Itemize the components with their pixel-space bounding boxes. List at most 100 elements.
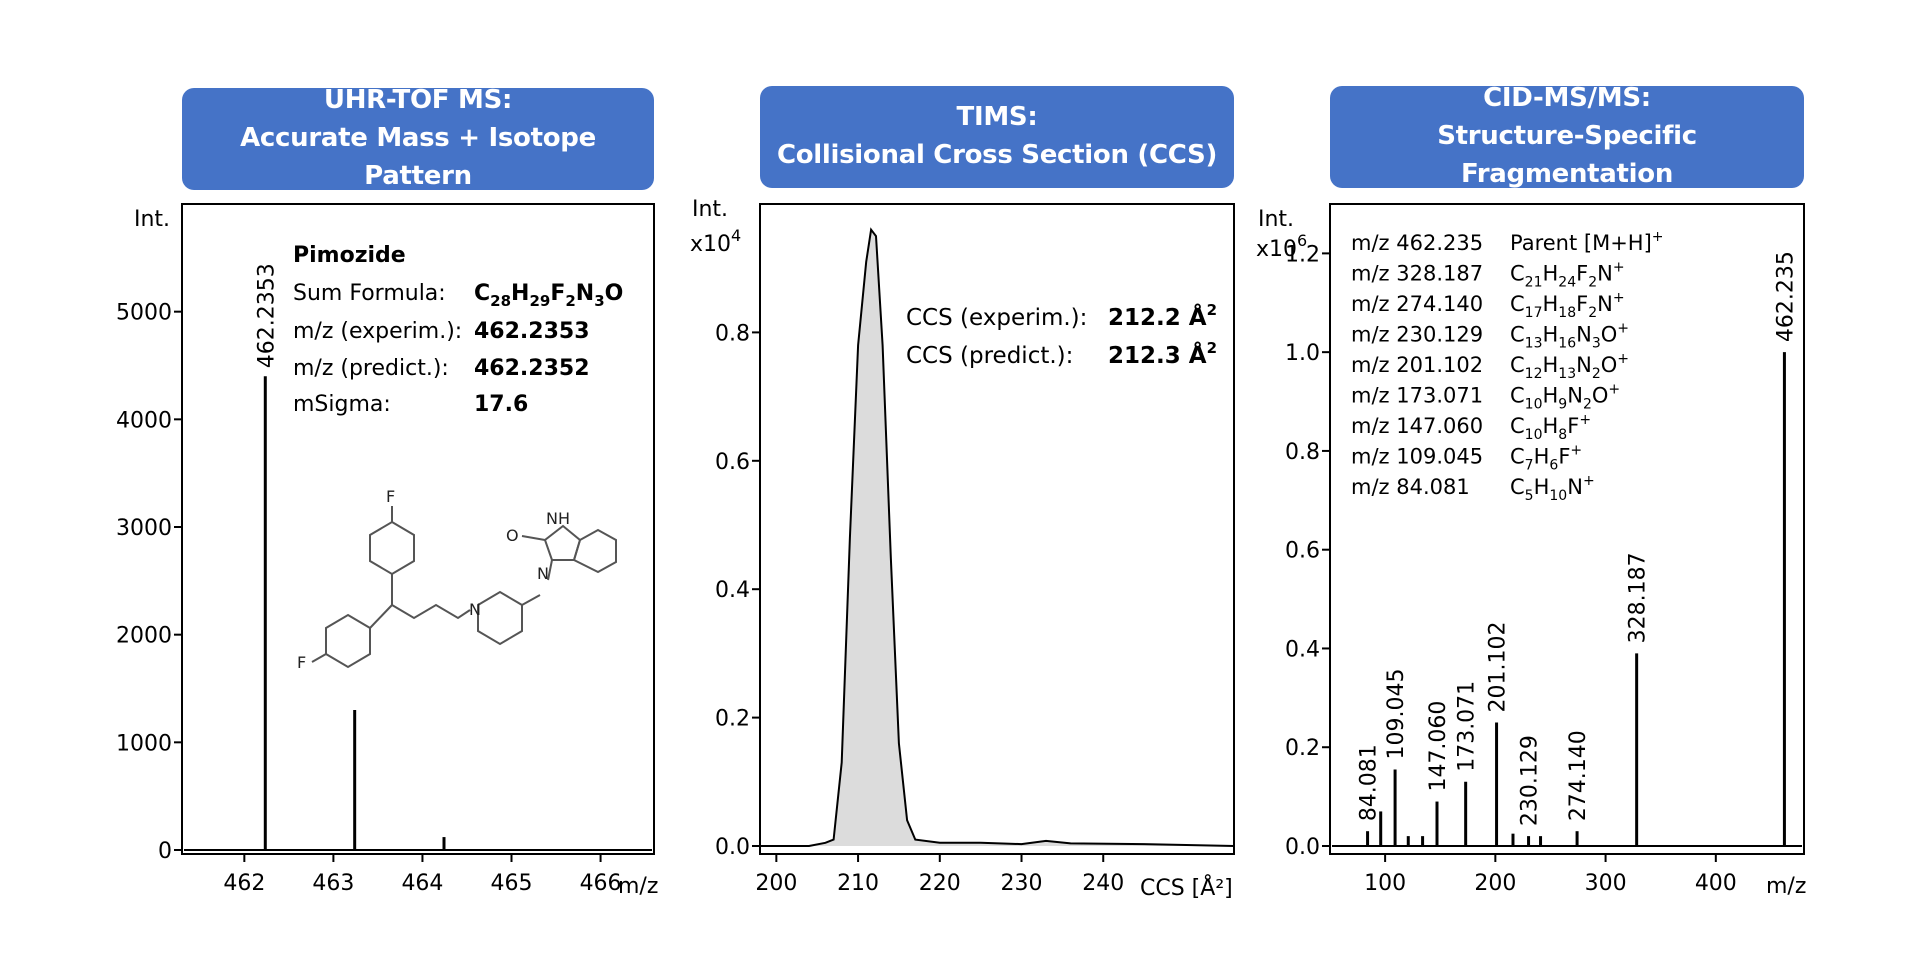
bond: [369, 604, 393, 629]
ccs-distribution-area: [760, 229, 1234, 846]
ccs-value: 212.3 Å: [1108, 341, 1207, 369]
imidazolone-ring: [543, 524, 582, 561]
peak-label: 173.071: [1455, 681, 1480, 772]
superscript: +: [1579, 412, 1591, 428]
formula-part: H: [1543, 323, 1559, 347]
formula-part: N: [576, 281, 594, 306]
y-tick-label: 1000: [116, 731, 172, 756]
y-tick-label: 0.6: [715, 450, 750, 475]
info-label-mz-predict: m/z (predict.):: [293, 356, 449, 381]
x-tick-label: 100: [1364, 871, 1406, 896]
formula-part: C: [1510, 323, 1525, 347]
ccs-distribution-line: [760, 227, 1235, 847]
x-tick-label: 465: [491, 871, 533, 896]
formula-part: N: [1597, 292, 1613, 316]
compound-info: Pimozide Sum Formula: C28H29F2N3O m/z (e…: [293, 243, 623, 417]
panel-title-uhr-tof: UHR-TOF MS: Accurate Mass + Isotope Patt…: [182, 85, 654, 191]
superscript: +: [1570, 443, 1582, 459]
butyl-chain: [391, 603, 471, 620]
y-tick-label: 0.8: [1285, 440, 1320, 465]
info-label-mz-experim: m/z (experim.):: [293, 319, 462, 344]
plot-frame: [1329, 203, 1805, 855]
atom-label-nh: NH: [546, 509, 570, 528]
formula-part: F: [1567, 414, 1579, 438]
x-tick-label: 466: [580, 871, 622, 896]
info-value-mz-experim: 462.2353: [474, 319, 590, 344]
peak-label: 274.140: [1566, 730, 1591, 821]
subscript: 10: [1525, 427, 1543, 443]
panel-title-line2: Accurate Mass + Isotope Pattern: [240, 123, 596, 191]
fragment-formula: C10H9N2O+: [1510, 382, 1620, 413]
formula-part: H: [1543, 353, 1559, 377]
formula-part: H: [511, 281, 529, 306]
peak-label: 462.235: [1773, 251, 1798, 342]
formula-part: C: [1510, 292, 1525, 316]
superscript: +: [1613, 260, 1625, 276]
subscript: 5: [1525, 488, 1534, 504]
info-label-ccs-predict: CCS (predict.):: [906, 343, 1073, 369]
fragment-formula: C7H6F+: [1510, 443, 1582, 474]
ccs-unit-exponent: 2: [1207, 301, 1217, 319]
piperidine-ring: [477, 590, 523, 646]
x-tick-label: 240: [1082, 871, 1124, 896]
superscript: +: [1617, 351, 1629, 367]
subscript: 29: [529, 292, 550, 310]
subscript: 16: [1558, 336, 1576, 352]
formula-part: H: [1543, 384, 1559, 408]
plot-frame: [759, 203, 1235, 855]
peak-label: 84.081: [1357, 744, 1382, 821]
subscript: 3: [594, 292, 604, 310]
subscript: 13: [1525, 336, 1543, 352]
info-value-formula: C28H29F2N3O: [474, 281, 623, 310]
y-scale-base: x10: [690, 232, 731, 257]
fragment-formula: C13H16N3O+: [1510, 321, 1629, 352]
panel-title-line2: Collisional Cross Section (CCS): [776, 140, 1218, 170]
y-tick-label: 1.2: [1285, 242, 1320, 267]
x-tick-label: 463: [312, 871, 354, 896]
info-value-mz-predict: 462.2352: [474, 356, 590, 381]
subscript: 2: [565, 292, 575, 310]
chart-tims: Int. x104 CCS [Å²] 200 210 220 230 240 0.0 0.2…: [690, 197, 1235, 901]
info-value-ccs-predict: 212.3 Å2: [1108, 339, 1217, 369]
formula-part: C: [1510, 262, 1525, 286]
x-tick-label: 464: [401, 871, 443, 896]
formula-part: C: [1510, 353, 1525, 377]
y-tick-label: 0.0: [1285, 835, 1320, 860]
y-scale-base: x10: [1256, 237, 1297, 262]
x-tick-label: 300: [1585, 871, 1627, 896]
x-axis-label: CCS [Å²]: [1140, 874, 1233, 901]
formula-part: F: [1558, 445, 1570, 469]
fragment-mz: m/z 109.045: [1351, 445, 1483, 469]
subscript: 2: [1588, 275, 1597, 291]
formula-part: H: [1543, 292, 1559, 316]
bond: [311, 653, 327, 663]
atom-label-n: N: [537, 564, 549, 583]
panel-title-line1: UHR-TOF MS:: [323, 85, 513, 116]
subscript: 2: [1583, 397, 1592, 413]
plot-frame: [181, 203, 655, 855]
x-tick-label: 200: [1474, 871, 1516, 896]
y-tick-label: 0.2: [715, 707, 750, 732]
subscript: 12: [1525, 366, 1543, 382]
panel-title-tims: TIMS: Collisional Cross Section (CCS): [760, 86, 1234, 188]
atom-label-f: F: [297, 653, 306, 672]
formula-part: N: [1576, 353, 1592, 377]
y-tick-label: 1.0: [1285, 341, 1320, 366]
ccs-unit-exponent: 2: [1207, 339, 1217, 357]
panel-title-line2: Structure-Specific Fragmentation: [1437, 121, 1697, 189]
y-tick-label: 0.8: [715, 321, 750, 346]
formula-part: C: [1510, 475, 1525, 499]
superscript: +: [1613, 290, 1625, 306]
subscript: 8: [1558, 427, 1567, 443]
info-label-msigma: mSigma:: [293, 392, 391, 417]
superscript: +: [1652, 229, 1664, 245]
bond: [521, 535, 546, 541]
peak-label: 230.129: [1518, 735, 1543, 826]
x-tick-label: 400: [1695, 871, 1737, 896]
fragment-mz: m/z 84.081: [1351, 475, 1470, 499]
formula-part: C: [1510, 445, 1525, 469]
atom-label-n: N: [469, 600, 481, 619]
fragment-mz: m/z 230.129: [1351, 323, 1483, 347]
fragment-table: m/z 462.235 Parent [M+H]+m/z 328.187 C21H2…: [1351, 229, 1664, 504]
